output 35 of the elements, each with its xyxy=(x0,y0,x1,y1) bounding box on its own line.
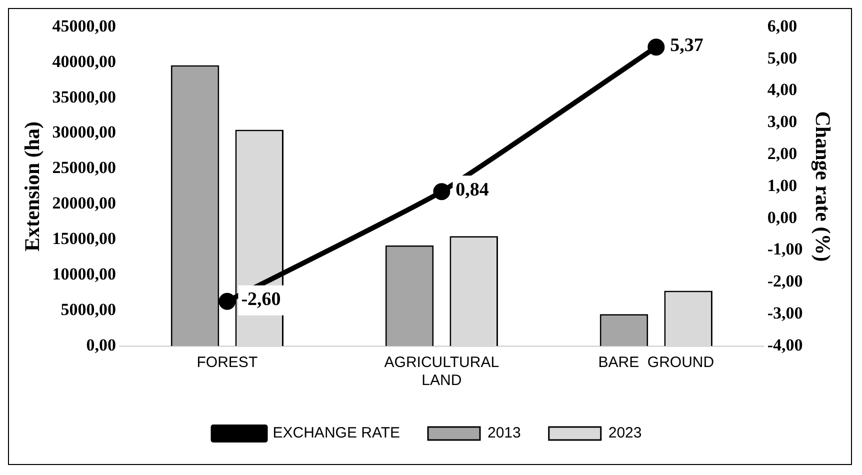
y2-tick-label: -4,00 xyxy=(767,335,803,354)
y-tick-label: 5000,00 xyxy=(60,300,116,319)
y2-tick-label: 2,00 xyxy=(767,144,798,163)
data-label: 5,37 xyxy=(670,35,704,56)
y2-tick-label: -1,00 xyxy=(767,240,803,259)
y2-tick-label: -2,00 xyxy=(767,272,803,291)
y-tick-label: 20000,00 xyxy=(52,194,116,213)
data-label: -2,60 xyxy=(241,289,281,310)
y2-tick-label: -3,00 xyxy=(767,303,803,322)
y-tick-label: 15000,00 xyxy=(52,229,116,248)
point xyxy=(433,183,450,200)
y-tick-label: 40000,00 xyxy=(52,52,116,71)
y-tick-label: 25000,00 xyxy=(52,158,116,178)
x-tick-label: FOREST xyxy=(196,354,258,372)
data-label: 0,84 xyxy=(456,180,490,201)
y2-tick-label: 3,00 xyxy=(767,112,798,132)
y2-tick-label: 0,00 xyxy=(767,208,798,227)
point xyxy=(218,292,236,310)
x-tick-label: BARE GROUND xyxy=(598,354,714,372)
y-tick-label: 0,00 xyxy=(86,335,116,354)
legend-label: 2023 xyxy=(608,424,642,442)
point xyxy=(648,38,665,56)
y-tick-label: 10000,00 xyxy=(52,264,116,284)
x-tick-label: AGRICULTURAL LAND xyxy=(384,354,500,390)
y2-tick-label: 4,00 xyxy=(767,80,798,100)
y-tick-label: 35000,00 xyxy=(52,87,116,106)
y2-axis-title: Change rate (%) xyxy=(810,111,835,262)
y-tick-label: 45000,00 xyxy=(52,16,116,36)
y2-tick-label: 1,00 xyxy=(767,176,798,195)
y-axis-title: Extension (ha) xyxy=(20,121,44,252)
y-tick-label: 30000,00 xyxy=(52,122,116,142)
y2-tick-label: 6,00 xyxy=(767,16,798,36)
legend-label: 2013 xyxy=(488,424,521,442)
legend-label: EXCHANGE RATE xyxy=(272,424,400,442)
y2-tick-label: 5,00 xyxy=(767,48,798,68)
